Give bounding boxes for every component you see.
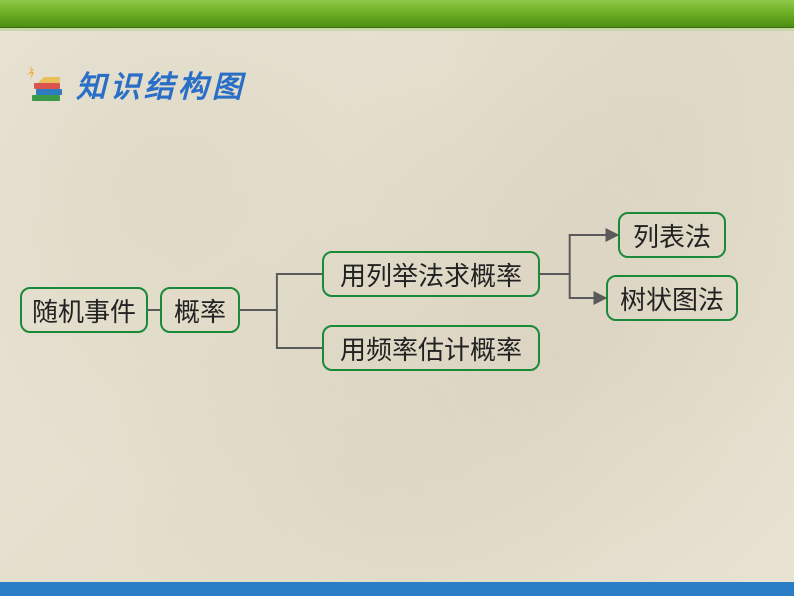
top-bar (0, 0, 794, 28)
top-bar-underline (0, 28, 794, 31)
node-n5: 列表法 (618, 212, 726, 258)
page-title-text: 知识结构图 (76, 62, 246, 106)
node-n2: 概率 (160, 287, 240, 333)
books-sparkle-icon (24, 63, 66, 105)
node-n6: 树状图法 (606, 275, 738, 321)
page-title: 知识结构图 (24, 62, 246, 106)
node-n4: 用频率估计概率 (322, 325, 540, 371)
node-n1: 随机事件 (20, 287, 148, 333)
node-n3: 用列举法求概率 (322, 251, 540, 297)
bottom-bar (0, 582, 794, 596)
